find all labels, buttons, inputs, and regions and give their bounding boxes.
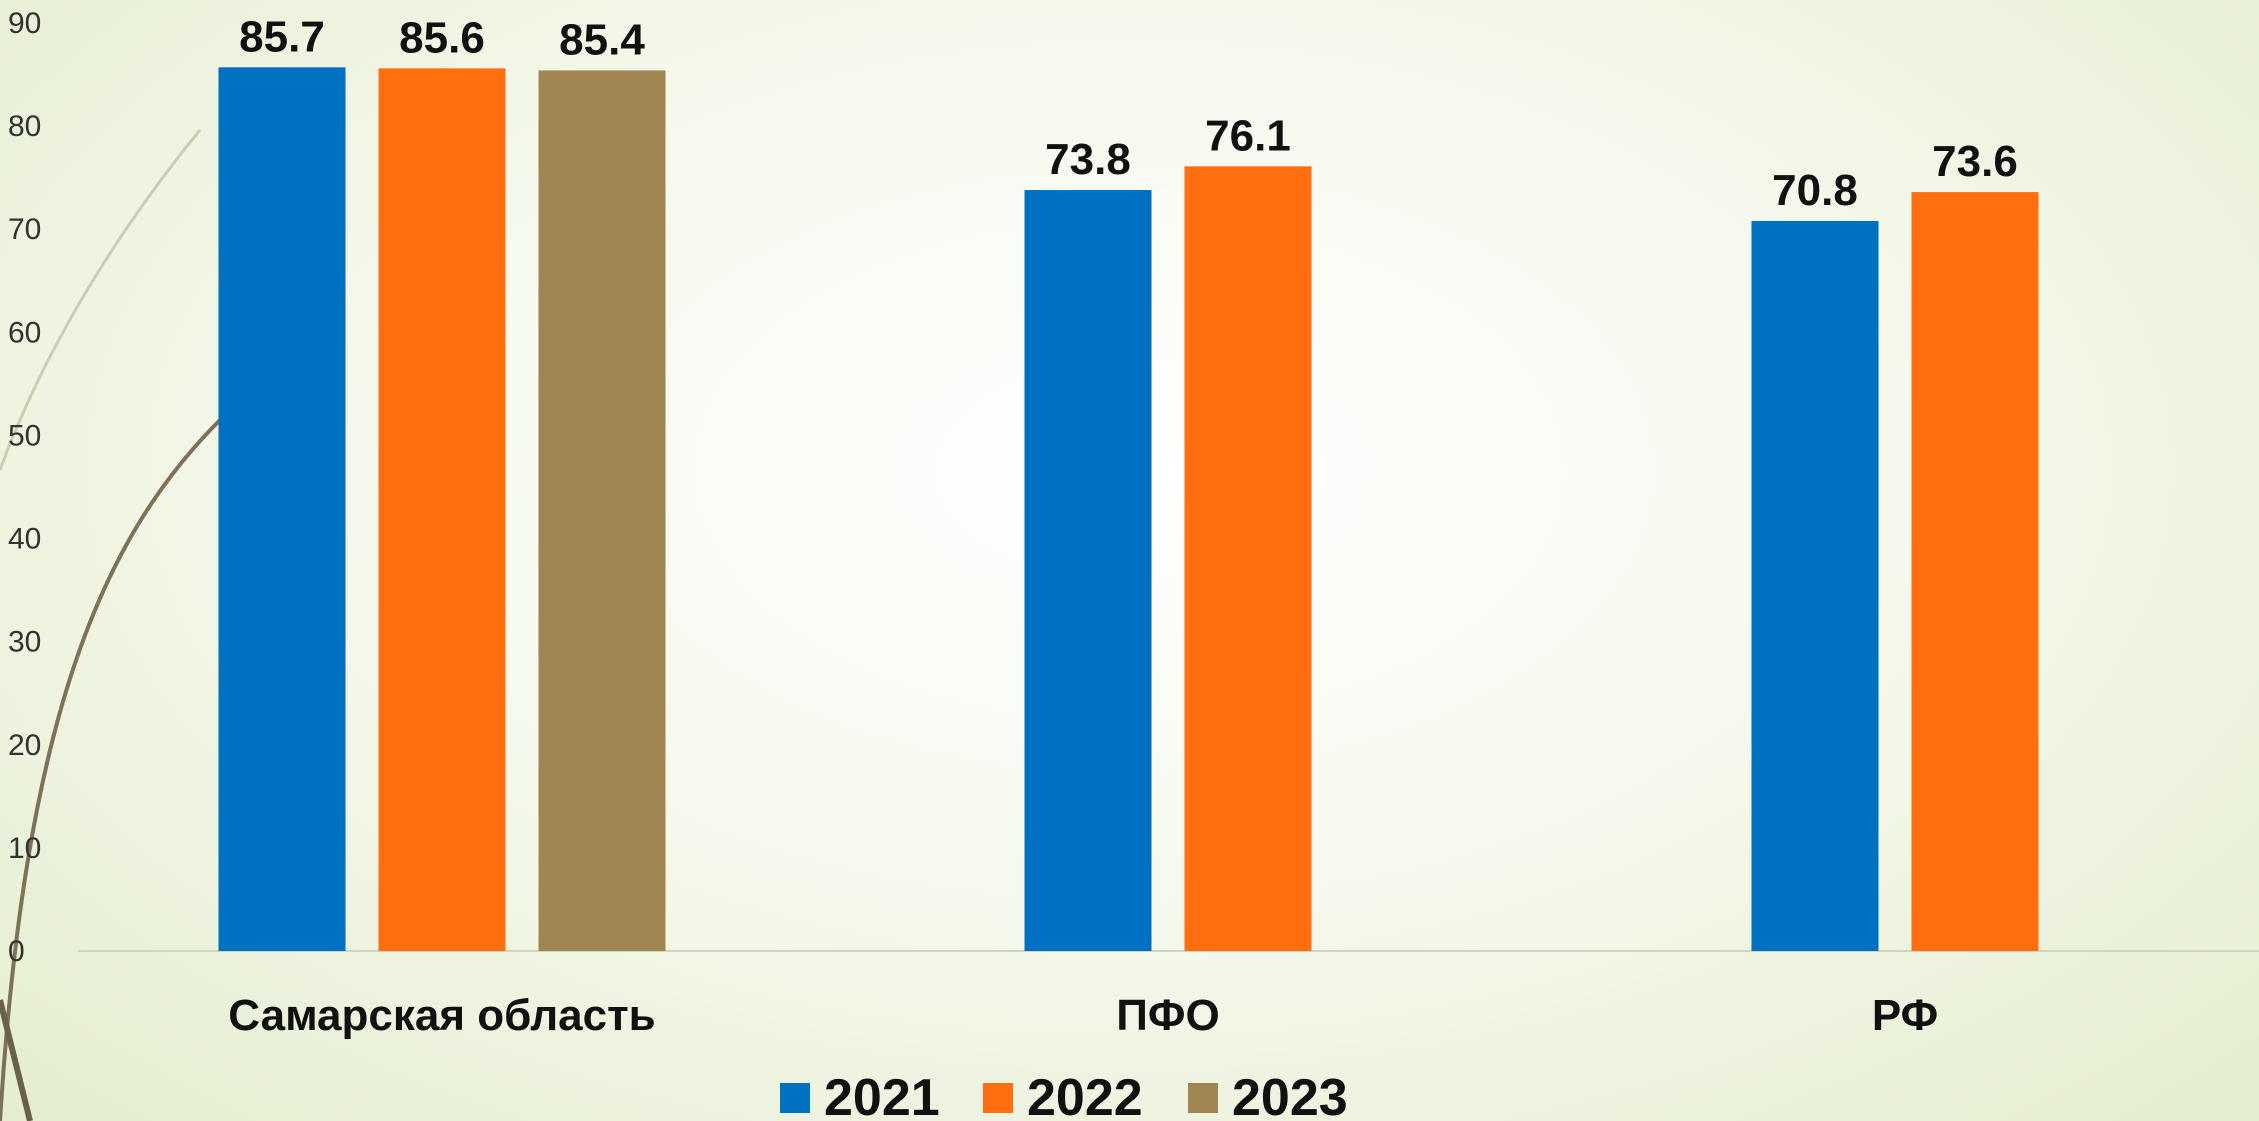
y-axis: 0 10 20 30 40 50 60 70 80 90 (8, 7, 41, 968)
legend: 2021 2022 2023 (780, 1069, 1348, 1121)
bar-2022 (1911, 192, 2039, 951)
bar-2021 (1024, 190, 1152, 952)
decorative-arc-bottom (0, 999, 33, 1121)
y-tick-label: 50 (8, 419, 41, 452)
legend-swatch (983, 1083, 1013, 1113)
y-tick-label: 20 (8, 729, 41, 762)
category-label: РФ (1872, 991, 1938, 1040)
y-tick-label: 30 (8, 626, 41, 659)
decorative-arcs (0, 129, 222, 1121)
data-label: 73.8 (1045, 135, 1131, 184)
category-axis: Самарская область ПФО РФ (228, 991, 1938, 1040)
y-tick-label: 40 (8, 523, 41, 556)
y-tick-label: 60 (8, 316, 41, 349)
data-labels-group: 85.7 85.6 85.4 73.8 76.1 70.8 73.6 (239, 12, 2018, 215)
data-label: 85.4 (559, 15, 645, 64)
legend-swatch (780, 1083, 810, 1113)
category-label: ПФО (1116, 991, 1219, 1040)
category-label: Самарская область (228, 991, 655, 1040)
bar-series-group (218, 67, 2039, 952)
data-label: 73.6 (1932, 137, 2018, 186)
bar-2021 (218, 67, 346, 952)
legend-label: 2023 (1232, 1069, 1348, 1121)
bar-2022 (1184, 166, 1312, 951)
legend-label: 2022 (1027, 1069, 1143, 1121)
y-tick-label: 70 (8, 213, 41, 246)
data-label: 85.7 (239, 12, 325, 61)
y-tick-label: 0 (8, 935, 25, 968)
data-label: 70.8 (1772, 166, 1858, 215)
y-tick-label: 10 (8, 832, 41, 865)
decorative-arc-outer (0, 129, 202, 471)
y-tick-label: 80 (8, 110, 41, 143)
legend-label: 2021 (824, 1069, 940, 1121)
decorative-arc-inner (0, 418, 222, 1121)
bar-2023 (538, 70, 666, 952)
data-label: 76.1 (1205, 111, 1291, 160)
legend-swatch (1188, 1083, 1218, 1113)
bar-2022 (378, 68, 506, 951)
bar-2021 (1751, 220, 1879, 951)
y-tick-label: 90 (8, 7, 41, 40)
data-label: 85.6 (399, 13, 485, 62)
